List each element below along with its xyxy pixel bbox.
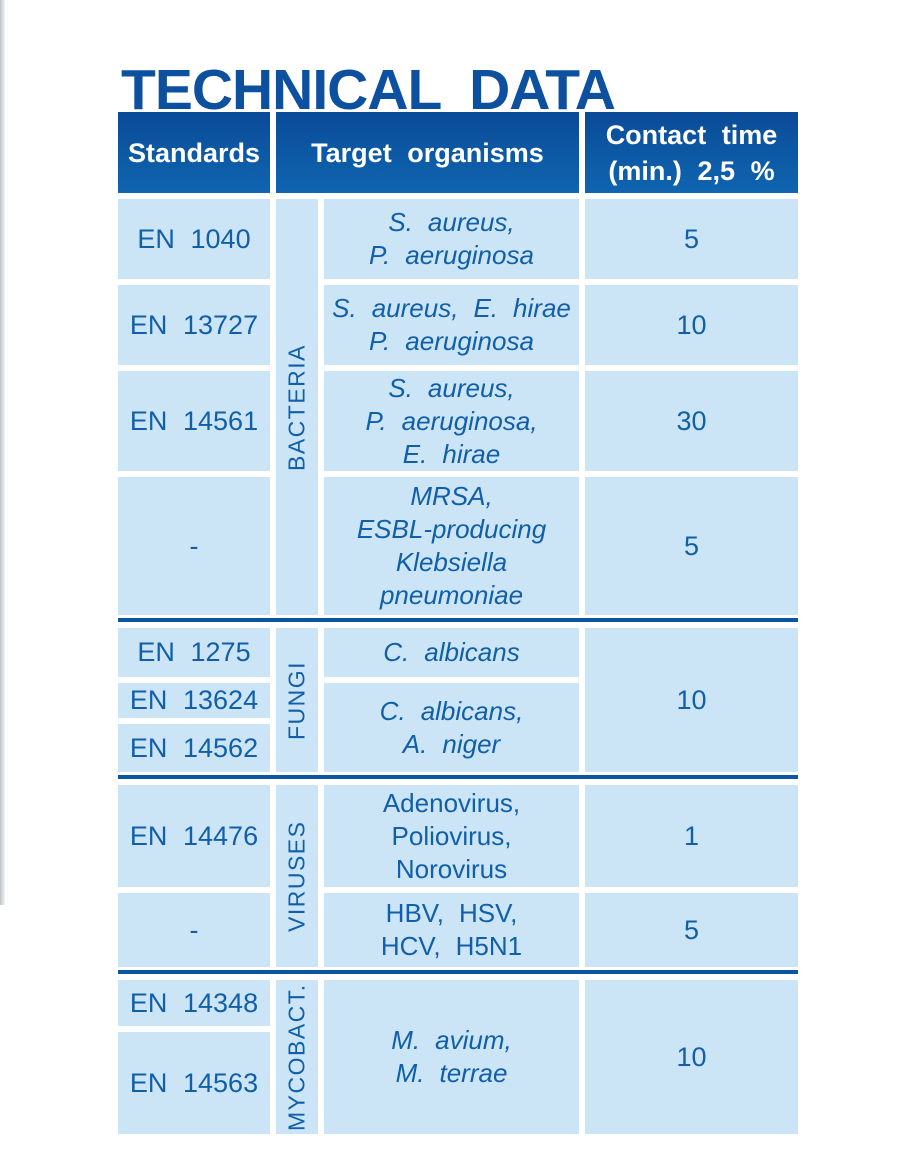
contact-time-cell: 5: [585, 477, 798, 615]
organism-cell: S. aureus, P. aeruginosa: [324, 199, 579, 279]
standard-cell: -: [118, 893, 270, 967]
contact-time-cell: 5: [585, 893, 798, 967]
section-bacteria: EN 1040 EN 13727 EN 14561 - BACTERIA S. …: [118, 199, 798, 615]
organism-cell: S. aureus, P. aeruginosa, E. hirae: [324, 371, 579, 471]
table-header-row: Standards Target organisms Contact time …: [118, 112, 798, 193]
category-label-viruses: VIRUSES: [276, 785, 318, 967]
standard-cell: EN 14562: [118, 724, 270, 772]
section-fungi: EN 1275 EN 13624 EN 14562 FUNGI C. albic…: [118, 628, 798, 772]
organism-cell: S. aureus, E. hirae P. aeruginosa: [324, 285, 579, 365]
section-separator: [118, 970, 798, 974]
section-viruses: EN 14476 - VIRUSES Adenovirus, Polioviru…: [118, 785, 798, 967]
section-mycobacteria: EN 14348 EN 14563 MYCOBACT. M. avium, M.…: [118, 980, 798, 1134]
header-contact-time: Contact time (min.) 2,5 %: [585, 112, 798, 193]
organism-cell: HBV, HSV, HCV, H5N1: [324, 893, 579, 967]
organism-cell: C. albicans: [324, 628, 579, 677]
standard-cell: EN 13624: [118, 683, 270, 718]
standard-cell: -: [118, 477, 270, 615]
section-separator: [118, 618, 798, 622]
organism-cell: Adenovirus, Poliovirus, Norovirus: [324, 785, 579, 887]
category-label-bacteria: BACTERIA: [276, 199, 318, 615]
contact-time-cell: 5: [585, 199, 798, 279]
technical-data-table: Standards Target organisms Contact time …: [118, 112, 798, 1134]
organism-cell: MRSA, ESBL-producing Klebsiella pneumoni…: [324, 477, 579, 615]
category-label-mycobacteria: MYCOBACT.: [276, 980, 318, 1134]
contact-time-cell: 30: [585, 371, 798, 471]
standard-cell: EN 14561: [118, 371, 270, 471]
header-standards: Standards: [118, 112, 270, 193]
category-label-fungi: FUNGI: [276, 628, 318, 772]
standard-cell: EN 1275: [118, 628, 270, 677]
contact-time-cell: 10: [585, 628, 798, 772]
standard-cell: EN 14476: [118, 785, 270, 887]
organism-cell: M. avium, M. terrae: [324, 980, 579, 1134]
contact-time-cell: 1: [585, 785, 798, 887]
organism-cell: C. albicans, A. niger: [324, 683, 579, 772]
standard-cell: EN 14348: [118, 980, 270, 1026]
page-edge-line: [0, 0, 5, 905]
section-separator: [118, 775, 798, 779]
standard-cell: EN 13727: [118, 285, 270, 365]
standard-cell: EN 1040: [118, 199, 270, 279]
header-target-organisms: Target organisms: [276, 112, 579, 193]
standard-cell: EN 14563: [118, 1032, 270, 1134]
contact-time-cell: 10: [585, 285, 798, 365]
page-title: TECHNICAL DATA: [121, 58, 616, 123]
contact-time-cell: 10: [585, 980, 798, 1134]
